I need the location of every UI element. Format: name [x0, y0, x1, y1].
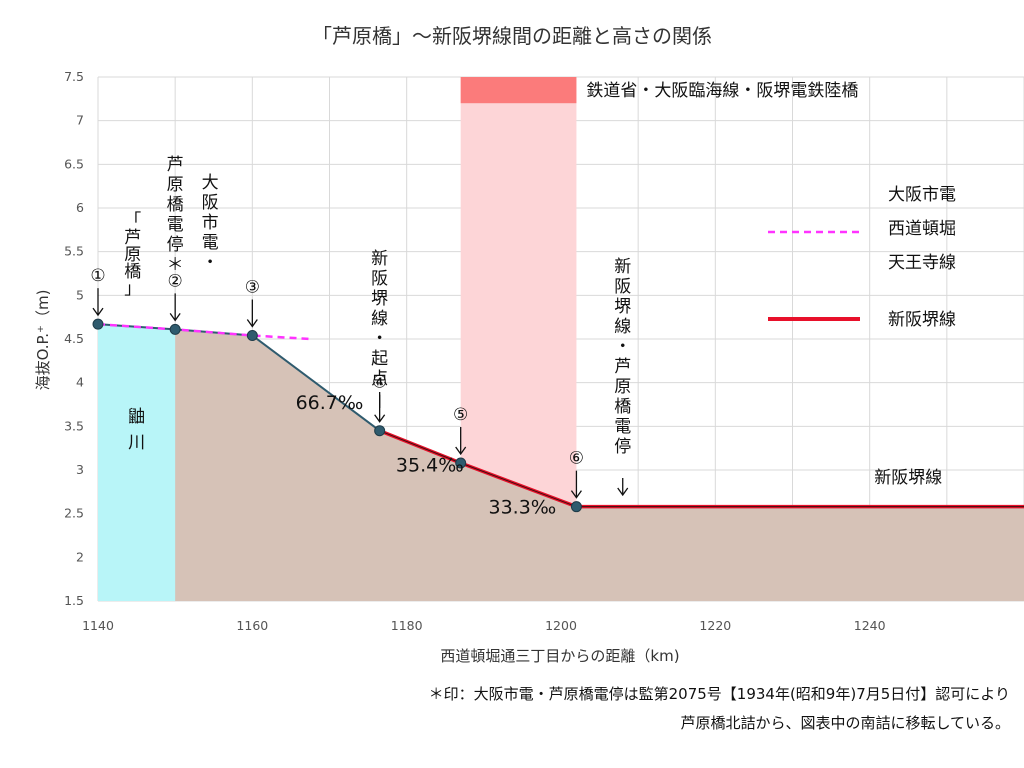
legend-label: 新阪堺線	[888, 310, 956, 330]
series-lines	[92, 318, 1024, 513]
data-point	[92, 318, 104, 330]
gradient-label: 66.7‰	[296, 392, 364, 414]
marker-2-text-a: 大阪市電・	[202, 173, 219, 273]
bridge-label: 鉄道省・大阪臨海線・阪堺電鉄陸橋	[586, 81, 858, 101]
marker-arrowhead	[570, 490, 582, 499]
x-axis-label: 西道頓堀通三丁目からの距離（km)	[440, 647, 679, 665]
y-tick-label: 6	[76, 200, 84, 215]
series-line	[97, 322, 311, 341]
y-tick-label: 5.5	[64, 244, 84, 259]
data-point	[455, 457, 467, 469]
marker-label: ⑤	[453, 405, 468, 425]
y-tick-label: 6.5	[64, 156, 84, 171]
x-tick-label: 1220	[699, 618, 731, 633]
y-tick-label: 2.5	[64, 506, 84, 521]
marker-arrowhead	[169, 313, 181, 322]
data-point	[570, 501, 582, 513]
y-tick-label: 4	[76, 375, 84, 390]
footnote-line-2: 芦原橋北詰から、図表中の南詰に移転している。	[680, 714, 1010, 732]
river-area	[98, 324, 176, 601]
ashiharabashi-label: 「芦原橋」	[124, 211, 141, 299]
x-tick-label: 1240	[854, 618, 886, 633]
legend-label: 大阪市電	[888, 185, 956, 205]
legend-label: 西道頓堀	[888, 219, 956, 239]
chart-title: 「芦原橋」〜新阪堺線間の距離と高さの関係	[312, 24, 712, 48]
y-tick-label: 3	[76, 462, 84, 477]
marker-label: ②	[168, 271, 183, 291]
legend-label: 天王寺線	[888, 253, 956, 273]
x-tick-label: 1180	[391, 618, 423, 633]
marker-arrowhead	[246, 319, 258, 328]
marker-arrowhead	[374, 414, 386, 423]
footnote-line-1: ＊印：大阪市電・芦原橋電停は監第2075号【1934年(昭和9年)7月5日付】認…	[428, 685, 1010, 703]
river-label: 川	[128, 433, 145, 453]
x-tick-label: 1160	[236, 618, 268, 633]
y-axis-label: 海抜O.P.⁺（m)	[34, 290, 52, 391]
station-arrowhead	[617, 487, 629, 497]
series-line-core	[379, 430, 1024, 508]
gradient-label: 35.4‰	[396, 455, 464, 477]
gradient-label: 33.3‰	[489, 497, 557, 519]
x-tick-label: 1140	[82, 618, 114, 633]
marker-label: ①	[90, 266, 105, 286]
marker-4-text: 新阪堺線・起点	[371, 249, 388, 389]
tick-labels: 1.5 2 2.5 3 3.5 4 4.5 5 5.5 6 6.5 7 7.5 1140 1160 1180 1…	[64, 69, 886, 633]
marker-arrowhead	[92, 307, 104, 317]
data-point	[374, 425, 386, 437]
marker-label: ④	[372, 373, 387, 393]
y-tick-label: 1.5	[64, 593, 84, 608]
y-tick-label: 2	[76, 549, 84, 564]
marker-label: ⑥	[569, 449, 584, 469]
y-tick-label: 3.5	[64, 418, 84, 433]
marker-label: ③	[245, 278, 260, 298]
river-label: 鼬	[128, 407, 145, 427]
new-hankai-station-label: 新阪堺線・芦原橋電停	[614, 257, 631, 457]
y-tick-label: 7	[76, 113, 84, 128]
y-tick-label: 4.5	[64, 331, 84, 346]
x-tick-label: 1200	[545, 618, 577, 633]
y-tick-label: 5	[76, 287, 84, 302]
marker-2-text-b: 芦原橋電停＊	[167, 155, 184, 275]
bridge-deck-bar	[460, 77, 577, 104]
line-label: 新阪堺線	[874, 468, 942, 488]
data-point	[246, 330, 258, 342]
y-tick-label: 7.5	[64, 69, 84, 84]
marker-arrowhead	[455, 446, 467, 456]
data-point	[169, 323, 181, 335]
